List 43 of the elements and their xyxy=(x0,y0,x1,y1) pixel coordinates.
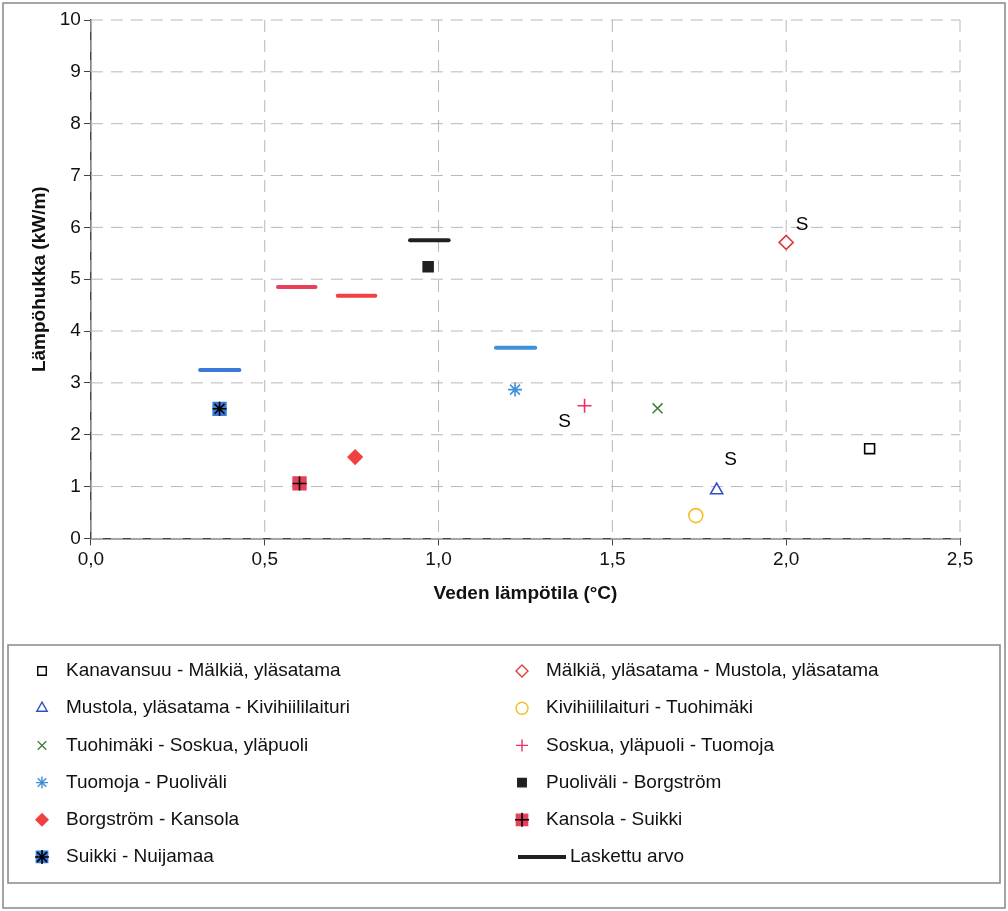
point xyxy=(688,507,704,524)
y-tick-label: 5 xyxy=(70,267,81,289)
legend-label: Tuomoja - Puoliväli xyxy=(66,770,227,792)
legend-label: Mälkiä, yläsatama - Mustola, yläsatama xyxy=(546,659,880,681)
point xyxy=(422,261,434,273)
annotation: S xyxy=(724,448,738,470)
legend-label: Kanavansuu - Mälkiä, yläsatama xyxy=(66,659,342,681)
point xyxy=(863,442,876,455)
y-tick-label: 9 xyxy=(70,60,81,82)
point xyxy=(507,381,523,398)
legend-label: Laskettu arvo xyxy=(570,845,685,867)
point xyxy=(651,402,664,415)
legend-label: Borgström - Kansola xyxy=(66,808,240,830)
legend-label: Puoliväli - Borgström xyxy=(546,770,722,792)
point xyxy=(709,482,724,495)
point xyxy=(576,397,593,414)
point xyxy=(778,234,794,251)
y-tick-label: 6 xyxy=(70,215,81,237)
y-tick-label: 2 xyxy=(70,422,81,444)
legend-label: Suikki - Nuijamaa xyxy=(66,845,215,867)
y-tick-label: 10 xyxy=(59,8,81,30)
legend-label: Kivihiililaituri - Tuohimäki xyxy=(546,696,753,718)
annotation: S xyxy=(795,212,809,234)
y-tick-label: 8 xyxy=(70,111,81,133)
y-tick-label: 1 xyxy=(70,474,81,496)
point xyxy=(347,449,363,465)
y-tick-label: 7 xyxy=(70,163,81,185)
y-tick-label: 3 xyxy=(70,371,81,393)
x-axis-title: Veden lämpötila (°C) xyxy=(433,581,618,603)
y-axis-title: Lämpöhukka (kW/m) xyxy=(27,186,49,373)
x-tick-label: 0,5 xyxy=(251,548,278,570)
legend-label: Soskua, yläpuoli - Tuomoja xyxy=(546,733,775,755)
x-tick-label: 1,0 xyxy=(425,548,452,570)
x-tick-label: 1,5 xyxy=(599,548,626,570)
annotation: S xyxy=(558,409,571,431)
x-tick-label: 2,0 xyxy=(772,548,800,570)
legend-label: Mustola, yläsatama - Kivihiililaituri xyxy=(66,696,351,718)
y-tick-label: 0 xyxy=(70,526,81,548)
x-tick-label: 0,0 xyxy=(77,548,105,570)
x-tick-label: 2,5 xyxy=(946,548,974,570)
legend-label: Kansola - Suikki xyxy=(546,808,683,830)
legend-label: Tuohimäki - Soskua, yläpuoli xyxy=(66,733,309,755)
y-tick-label: 4 xyxy=(70,319,82,341)
